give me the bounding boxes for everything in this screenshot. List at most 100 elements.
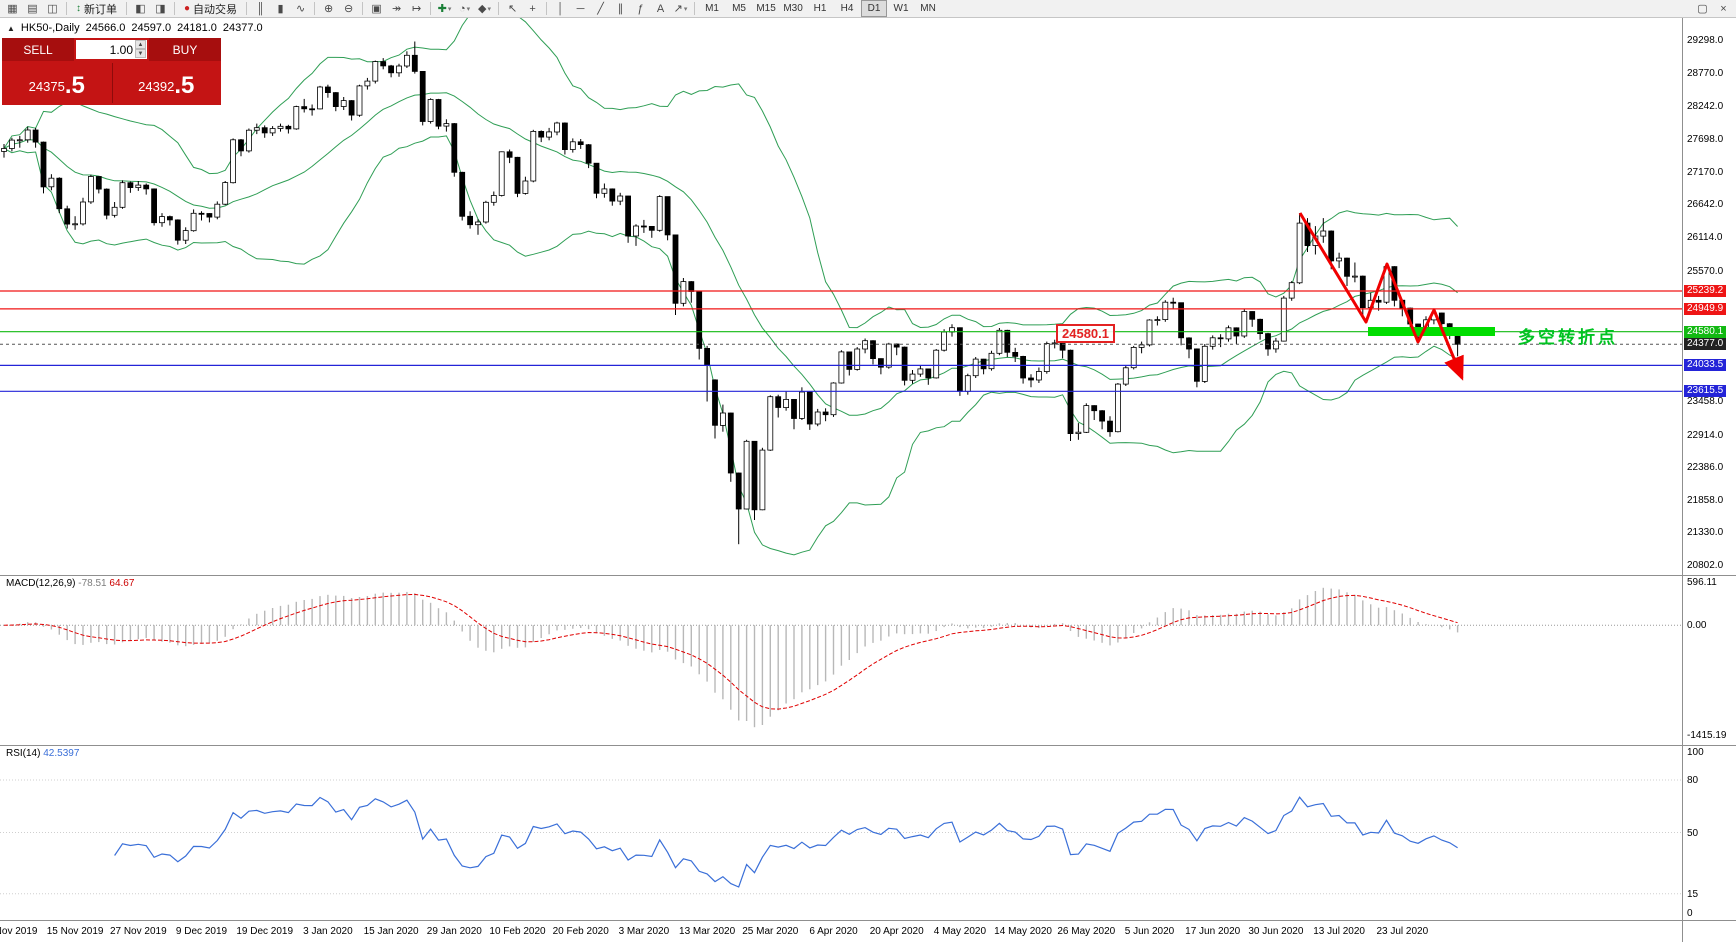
date-axis-label: 20 Feb 2020 <box>552 926 609 937</box>
one-click-trading-panel: SELL 1.00 ▲ ▼ BUY 24375.5 24392.5 <box>2 38 221 105</box>
navigator-icon[interactable]: ◨ <box>155 3 166 15</box>
toolbar-separator <box>362 2 364 15</box>
toolbar: ▦ ▤ ◫ ↕ 新订单 ◧ ◨ ● 自动交易 ║ ▮ ∿ ⊕ ⊖ ▣ ↠ ↦ ✚ ▾ ◔ ▾ ◆ ▾ ↖ + │ ─ ╱ ∥ ƒ A ↗ ▾ M1… <box>0 0 1736 18</box>
chart-header: ▲ HK50-,Daily 24566.0 24597.0 24181.0 24… <box>7 22 263 34</box>
toolbar-separator <box>174 2 175 15</box>
periods-icon[interactable]: ◔ ▾ <box>458 2 471 15</box>
ohlc-open: 24566.0 <box>85 22 126 34</box>
window-close-icon[interactable]: × <box>1720 2 1727 15</box>
timeframe-h4-button[interactable]: H4 <box>840 3 854 14</box>
price-axis-label: 27170.0 <box>1687 166 1724 178</box>
new-chart-icon[interactable]: ▦ <box>7 3 18 15</box>
zoom-in-icon[interactable]: ⊕ <box>323 3 334 15</box>
indicators-icon[interactable]: ✚ ▾ <box>437 3 452 15</box>
auto-scroll-icon[interactable]: ↠ <box>391 3 402 15</box>
rsi-axis-label: 15 <box>1687 888 1699 900</box>
price-axis-separator <box>1682 18 1683 942</box>
price-axis-label: 22914.0 <box>1687 429 1724 441</box>
toolbar-separator <box>66 2 67 15</box>
timeframe-h1-button[interactable]: H1 <box>813 3 827 14</box>
templates-icon[interactable]: ◆ ▾ <box>478 3 492 15</box>
resistance-tag-2: 24949.9 <box>1684 302 1727 315</box>
date-axis-label: 6 Apr 2020 <box>809 926 858 937</box>
channel-icon[interactable]: ∥ <box>617 3 624 15</box>
price-axis-label: 21858.0 <box>1687 494 1724 506</box>
volume-input[interactable]: 1.00 <box>109 42 133 57</box>
price-level-callout[interactable]: 24580.1 <box>1056 324 1115 343</box>
price-axis-label: 25570.0 <box>1687 265 1724 277</box>
charts-cascade-icon[interactable]: ◫ <box>47 3 58 15</box>
window-restore-icon[interactable]: ▢ <box>1697 3 1708 15</box>
profiles-icon[interactable]: ▤ <box>27 3 38 15</box>
toolbar-separator <box>246 2 248 15</box>
arrows-icon[interactable]: ↗ ▾ <box>673 3 688 15</box>
macd-axis-label: -1415.19 <box>1687 729 1727 741</box>
zoom-out-icon[interactable]: ⊖ <box>343 3 354 15</box>
timeframe-m30-button[interactable]: M30 <box>783 3 803 14</box>
turning-point-label[interactable]: 多空转折点 <box>1518 328 1618 347</box>
vertical-line-icon[interactable]: │ <box>557 2 564 15</box>
sell-button[interactable]: SELL <box>2 38 74 61</box>
rsi-axis-label: 50 <box>1687 827 1699 839</box>
macd-axis-label: 596.11 <box>1687 577 1717 588</box>
timeframe-m1-button[interactable]: M1 <box>705 3 719 14</box>
timeframe-mn-button[interactable]: MN <box>920 3 936 14</box>
horizontal-line-icon[interactable]: ─ <box>576 2 585 15</box>
chart-shift-icon[interactable]: ↦ <box>411 3 422 15</box>
date-axis-label: 20 Apr 2020 <box>869 926 924 937</box>
price-axis-label: 26114.0 <box>1687 231 1723 243</box>
ohlc-low: 24181.0 <box>177 22 217 34</box>
date-axis-label: 15 Jan 2020 <box>363 926 419 937</box>
date-axis-label: 29 Jan 2020 <box>426 926 482 937</box>
date-axis-label: 13 Jul 2020 <box>1313 926 1365 937</box>
price-axis-label: 22386.0 <box>1687 462 1724 474</box>
market-watch-icon[interactable]: ◧ <box>135 3 146 15</box>
ohlc-close: 24377.0 <box>222 22 263 34</box>
current-price-tag: 24377.0 <box>1684 338 1727 351</box>
macd-pane-separator[interactable] <box>0 575 1736 576</box>
date-axis-label: 30 Jun 2020 <box>1248 926 1304 937</box>
toolbar-separator <box>546 2 548 15</box>
buy-button[interactable]: BUY <box>149 38 221 61</box>
new-order-icon: ↕ <box>76 3 81 14</box>
date-axis-label: 19 Dec 2019 <box>236 926 294 937</box>
fibonacci-icon[interactable]: ƒ <box>637 2 644 15</box>
toolbar-separator <box>498 2 500 15</box>
text-icon[interactable]: A <box>656 2 665 15</box>
bar-chart-icon[interactable]: ║ <box>256 2 265 15</box>
cursor-icon[interactable]: ↖ <box>507 3 518 15</box>
price-axis-label: 21330.0 <box>1687 527 1724 539</box>
timeframe-m15-button[interactable]: M15 <box>756 3 776 14</box>
date-axis-label: 15 Nov 2019 <box>46 926 104 937</box>
candlestick-chart-icon[interactable]: ▮ <box>277 3 284 15</box>
trendline-icon[interactable]: ╱ <box>597 3 604 15</box>
price-axis-label: 28770.0 <box>1687 67 1724 79</box>
toolbar-separator <box>430 2 432 15</box>
volume-down-button[interactable]: ▼ <box>135 49 146 58</box>
symbol-period-label: HK50-,Daily <box>20 22 80 34</box>
sell-price[interactable]: 24375.5 <box>28 72 85 99</box>
auto-trading-label: 自动交易 <box>193 3 238 16</box>
line-chart-icon[interactable]: ∿ <box>295 3 306 15</box>
crosshair-icon[interactable]: + <box>529 2 536 15</box>
timeframe-d1-button[interactable]: D1 <box>861 0 888 17</box>
buy-price[interactable]: 24392.5 <box>138 72 195 99</box>
new-order-button[interactable]: ↕ 新订单 <box>71 1 122 17</box>
rsi-pane-separator[interactable] <box>0 745 1736 746</box>
volume-up-button[interactable]: ▲ <box>135 40 146 49</box>
pivot-tag: 24580.1 <box>1684 325 1727 338</box>
timeframe-m5-button[interactable]: M5 <box>732 3 746 14</box>
auto-trading-icon: ● <box>184 3 191 14</box>
price-axis-label: 29298.0 <box>1687 35 1724 47</box>
date-axis-label: 5 Jun 2020 <box>1124 926 1175 937</box>
oneclick-collapse-icon[interactable]: ▲ <box>7 23 15 33</box>
auto-trading-button[interactable]: ● 自动交易 <box>179 1 242 17</box>
date-axis-label: 4 May 2020 <box>933 926 987 937</box>
macd-main-value: -78.51 <box>78 578 107 589</box>
macd-axis-label: 0.00 <box>1687 620 1707 632</box>
timeframe-w1-button[interactable]: W1 <box>893 3 909 14</box>
date-axis-label: 10 Feb 2020 <box>489 926 546 937</box>
tile-windows-icon[interactable]: ▣ <box>371 3 382 15</box>
macd-label: MACD(12,26,9) -78.51 64.67 <box>6 578 135 589</box>
